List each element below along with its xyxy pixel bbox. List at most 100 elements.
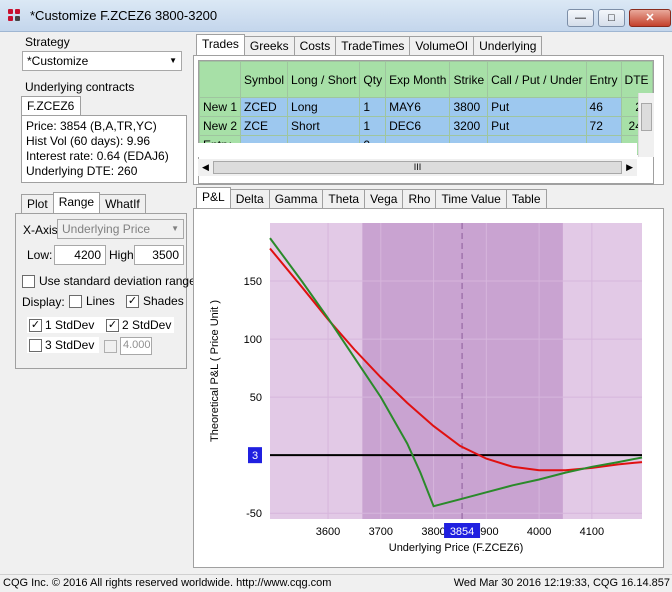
column-header[interactable]: Call / Put / Under <box>487 61 587 98</box>
table-cell[interactable]: ZCED <box>240 97 289 117</box>
maximize-button[interactable]: □ <box>598 9 625 27</box>
tab-greeks[interactable]: Greeks <box>243 36 295 56</box>
std1-option[interactable]: ✓ 1 StdDev <box>27 317 109 333</box>
table-row[interactable]: New 2 ZCE Short 1 DEC6 3200 Put 72 240 <box>199 116 653 136</box>
high-label: High: <box>109 248 138 262</box>
column-header[interactable]: Symbol <box>240 61 289 98</box>
inner-stddev-shade <box>362 223 563 519</box>
table-cell[interactable]: 72 <box>585 116 622 136</box>
lines-checkbox[interactable] <box>69 294 82 308</box>
y-tick-label: 150 <box>244 276 262 288</box>
tab-whatif[interactable]: WhatIf <box>99 194 146 214</box>
row-header[interactable]: New 1 <box>199 97 242 117</box>
interest-rate: Interest rate: 0.64 (EDAJ6) <box>26 149 169 163</box>
std-range-option[interactable]: Use standard deviation range. <box>22 274 199 288</box>
tab-costs[interactable]: Costs <box>293 36 337 56</box>
hist-vol: Hist Vol (60 days): 9.96 <box>26 134 151 148</box>
title-bar: *Customize F.ZCEZ6 3800-3200 — □ ✕ <box>0 0 672 32</box>
tab-tradetimes[interactable]: TradeTimes <box>335 36 411 56</box>
chevron-down-icon: ▼ <box>171 224 179 233</box>
grid-vertical-scrollbar[interactable] <box>638 93 654 157</box>
scroll-right-icon[interactable]: ▶ <box>626 162 633 172</box>
price-marker-label: 3854 <box>450 526 474 538</box>
table-cell[interactable]: DEC6 <box>385 116 451 136</box>
underlying-label: Underlying contracts <box>25 80 135 94</box>
std2-checkbox[interactable]: ✓ <box>106 318 119 332</box>
x-tick-label: 4100 <box>580 526 604 538</box>
table-cell[interactable]: Long <box>287 97 361 117</box>
window-title: *Customize F.ZCEZ6 3800-3200 <box>30 8 218 23</box>
timestamp-text: Wed Mar 30 2016 12:19:33, CQG 16.14.857 <box>453 577 670 589</box>
row-header[interactable]: New 2 <box>199 116 242 136</box>
table-cell[interactable]: 3200 <box>449 116 489 136</box>
table-cell[interactable]: 1 <box>359 116 387 136</box>
range-tabs: Plot Range WhatIf <box>21 192 146 216</box>
lines-label: Lines <box>86 294 115 308</box>
y-axis-label: Theoretical P&L ( Price Unit ) <box>209 300 221 442</box>
column-header[interactable]: Entry <box>585 61 622 98</box>
tab-underlying[interactable]: Underlying <box>473 36 543 56</box>
copyright-text: CQG Inc. © 2016 All rights reserved worl… <box>3 577 332 589</box>
strategy-select[interactable]: *Customize ▼ <box>22 51 182 71</box>
tab-plot[interactable]: Plot <box>21 194 54 214</box>
table-cell[interactable]: ZCE <box>240 116 289 136</box>
cqg-app-icon <box>8 9 22 23</box>
std3-checkbox[interactable] <box>29 338 42 352</box>
underlying-price: Price: 3854 (B,A,TR,YC) <box>26 119 157 133</box>
tab-table[interactable]: Table <box>505 189 547 209</box>
tab-theta[interactable]: Theta <box>322 189 366 209</box>
std1-checkbox[interactable]: ✓ <box>29 318 42 332</box>
zero-marker-box <box>248 447 262 464</box>
table-cell[interactable]: 1 <box>359 97 387 117</box>
plot-background <box>270 223 642 519</box>
table-cell[interactable]: Put <box>487 116 587 136</box>
table-cell[interactable]: Short <box>287 116 361 136</box>
grid-horizontal-scrollbar[interactable]: ◀ III ▶ <box>198 159 637 176</box>
low-input[interactable]: 4200 <box>54 245 106 265</box>
vertical-scroll-thumb[interactable] <box>641 103 652 131</box>
table-cell[interactable]: MAY6 <box>385 97 451 117</box>
table-row[interactable]: New 1 ZCED Long 1 MAY6 3800 Put 46 23 <box>199 97 653 117</box>
std-custom-option[interactable]: 4.000 <box>104 337 152 355</box>
std3-option[interactable]: 3 StdDev <box>27 337 99 353</box>
shades-checkbox[interactable]: ✓ <box>126 294 139 308</box>
std-custom-input[interactable]: 4.000 <box>120 337 152 355</box>
std-range-label: Use standard deviation range. <box>39 274 200 288</box>
tab-pnl[interactable]: P&L <box>196 187 231 209</box>
close-button[interactable]: ✕ <box>629 9 671 27</box>
x-tick-label: 3600 <box>316 526 340 538</box>
grid-empty-area <box>198 143 637 157</box>
status-bar: CQG Inc. © 2016 All rights reserved worl… <box>0 574 672 592</box>
tab-vega[interactable]: Vega <box>364 189 404 209</box>
column-header[interactable]: Strike <box>449 61 489 98</box>
tab-range[interactable]: Range <box>52 192 101 214</box>
tab-delta[interactable]: Delta <box>229 189 270 209</box>
column-header[interactable]: Qty <box>359 61 387 98</box>
tab-time-value[interactable]: Time Value <box>435 189 507 209</box>
table-cell[interactable]: Put <box>487 97 587 117</box>
std-range-checkbox[interactable] <box>22 274 35 288</box>
horizontal-scroll-thumb[interactable]: III <box>212 161 623 174</box>
high-input[interactable]: 3500 <box>134 245 184 265</box>
lines-option[interactable]: Lines <box>69 294 115 308</box>
xaxis-select[interactable]: Underlying Price ▼ <box>57 219 184 239</box>
display-label: Display: <box>22 295 65 309</box>
scroll-left-icon[interactable]: ◀ <box>202 162 209 172</box>
table-cell[interactable]: 3800 <box>449 97 489 117</box>
xaxis-label: X-Axis: <box>23 223 62 237</box>
corner-header <box>199 61 242 98</box>
tab-gamma[interactable]: Gamma <box>268 189 324 209</box>
std2-option[interactable]: ✓ 2 StdDev <box>104 317 174 333</box>
shades-option[interactable]: ✓ Shades <box>126 294 184 308</box>
underlying-tab[interactable]: F.ZCEZ6 <box>21 96 81 116</box>
tab-rho[interactable]: Rho <box>402 189 437 209</box>
std-custom-checkbox[interactable] <box>104 339 117 353</box>
tab-volumeoi[interactable]: VolumeOI <box>409 36 475 56</box>
x-tick-label: 3900 <box>474 526 498 538</box>
tab-trades[interactable]: Trades <box>196 34 245 56</box>
grid-lines <box>270 223 642 519</box>
table-cell[interactable]: 46 <box>585 97 622 117</box>
column-header[interactable]: Exp Month <box>385 61 451 98</box>
column-header[interactable]: Long / Short <box>287 61 361 98</box>
minimize-button[interactable]: — <box>567 9 594 27</box>
